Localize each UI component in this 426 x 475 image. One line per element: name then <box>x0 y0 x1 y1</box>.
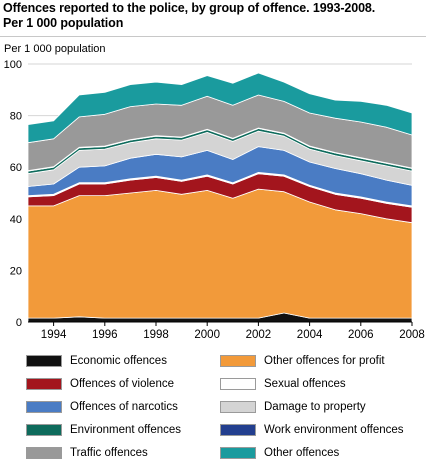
x-tick-label: 2008 <box>399 329 425 341</box>
x-tick-label: 2000 <box>194 329 220 341</box>
y-tick-label: 0 <box>16 317 22 329</box>
y-axis-label: Per 1 000 population <box>4 43 106 55</box>
legend-label: Work environment offences <box>264 424 404 436</box>
y-tick-label: 40 <box>10 214 22 226</box>
legend-item-work-environment-offences: Work environment offences <box>220 421 404 439</box>
legend-swatch <box>220 424 256 436</box>
legend-swatch <box>26 378 62 390</box>
chart-legend: Economic offences Other offences for prof… <box>26 352 426 470</box>
x-tick-label: 2002 <box>246 329 272 341</box>
x-tick-label: 1994 <box>41 329 67 341</box>
chart-title-line2: Per 1 000 population <box>3 16 124 30</box>
legend-label: Environment offences <box>70 424 182 436</box>
legend-swatch <box>220 355 256 367</box>
legend-swatch <box>26 424 62 436</box>
y-tick-label: 80 <box>10 111 22 123</box>
y-tick-label: 20 <box>10 265 22 277</box>
legend-swatch <box>220 447 256 459</box>
legend-item-other-offences-for-profit: Other offences for profit <box>220 352 385 370</box>
x-tick-label: 1998 <box>143 329 169 341</box>
legend-item-environment-offences: Environment offences <box>26 421 181 439</box>
legend-item-other-offences: Other offences <box>220 444 339 462</box>
legend-label: Offences of violence <box>70 378 174 390</box>
legend-label: Traffic offences <box>70 447 148 459</box>
y-tick-label: 60 <box>10 162 22 174</box>
legend-swatch <box>26 355 62 367</box>
y-tick-label: 100 <box>4 59 22 71</box>
title-divider <box>0 36 426 37</box>
legend-item-offences-of-violence: Offences of violence <box>26 375 174 393</box>
legend-swatch <box>26 447 62 459</box>
legend-item-offences-of-narcotics: Offences of narcotics <box>26 398 178 416</box>
legend-label: Offences of narcotics <box>70 401 178 413</box>
x-tick-label: 2004 <box>297 329 323 341</box>
legend-label: Sexual offences <box>264 378 346 390</box>
legend-item-economic-offences: Economic offences <box>26 352 167 370</box>
legend-item-sexual-offences: Sexual offences <box>220 375 346 393</box>
legend-label: Other offences for profit <box>264 355 385 367</box>
area-other-offences <box>27 72 413 144</box>
legend-label: Economic offences <box>70 355 167 367</box>
x-tick-label: 2006 <box>348 329 374 341</box>
legend-swatch <box>220 378 256 390</box>
legend-item-damage-to-property: Damage to property <box>220 398 366 416</box>
legend-label: Other offences <box>264 447 340 459</box>
x-tick-label: 1996 <box>92 329 118 341</box>
legend-swatch <box>26 401 62 413</box>
chart-title-line1: Offences reported to the police, by grou… <box>3 1 376 15</box>
stacked-area-chart: 0 20 40 60 80 100 1994 1996 1998 2000 2002 2004 2006… <box>4 59 425 341</box>
legend-label: Damage to property <box>264 401 366 413</box>
legend-swatch <box>220 401 256 413</box>
chart-title: Offences reported to the police, by grou… <box>3 1 423 31</box>
legend-item-traffic-offences: Traffic offences <box>26 444 148 462</box>
